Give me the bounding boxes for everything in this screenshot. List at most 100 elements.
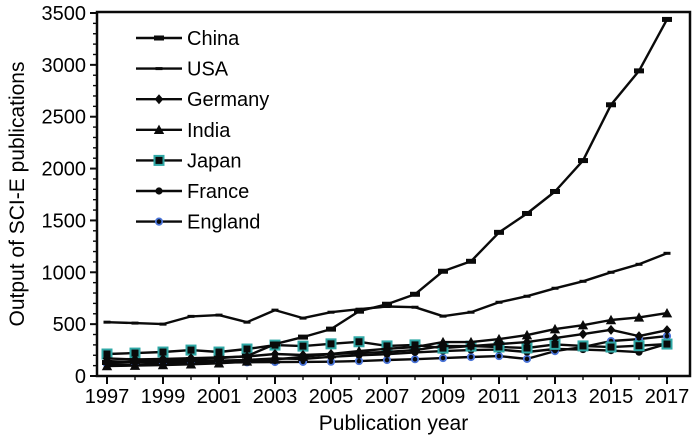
marker-india [493, 333, 505, 344]
legend-label-england: England [187, 212, 260, 234]
marker-england [410, 355, 420, 364]
marker-china [102, 360, 112, 366]
marker-china [214, 355, 224, 361]
marker-japan [325, 338, 337, 350]
legend-item-germany: Germany [136, 89, 269, 111]
marker-china [578, 158, 588, 164]
marker-china [438, 268, 448, 274]
y-tick-label: 0 [75, 366, 86, 388]
marker-germany [522, 337, 532, 348]
marker-germany [354, 347, 364, 358]
legend-label-china: China [187, 28, 240, 50]
marker-germany [662, 325, 672, 336]
marker-china [634, 68, 644, 74]
y-axis-label: Output of SCI-E publications [6, 62, 29, 327]
legend-item-india: India [136, 120, 231, 142]
marker-usa [131, 321, 139, 325]
marker-usa [271, 308, 279, 312]
marker-germany [438, 341, 448, 352]
y-tick-label: 1000 [42, 262, 87, 284]
marker-india [577, 319, 589, 330]
marker-china [410, 291, 420, 297]
marker-japan [661, 338, 673, 350]
y-tick-label: 1500 [42, 210, 87, 232]
legend-item-china: China [136, 28, 240, 50]
marker-england [522, 354, 532, 363]
marker-usa [299, 316, 307, 320]
y-tick-label: 3500 [42, 3, 87, 25]
marker-india [661, 307, 673, 318]
marker-china [382, 301, 392, 307]
marker-china [606, 102, 616, 108]
marker-india [129, 360, 141, 370]
marker-germany [270, 349, 280, 360]
legend-marker-germany [154, 94, 164, 105]
marker-china [354, 308, 364, 314]
legend-label-japan: Japan [187, 150, 242, 172]
legend-marker-china [154, 35, 164, 41]
marker-germany [410, 345, 420, 356]
marker-china [522, 210, 532, 216]
legend-marker-india [153, 124, 165, 134]
marker-usa [635, 262, 643, 266]
y-tick-label: 3000 [42, 55, 87, 77]
marker-china [298, 334, 308, 340]
marker-usa [467, 310, 475, 314]
marker-china [326, 326, 336, 332]
x-tick-label: 2007 [365, 386, 410, 408]
marker-usa [579, 279, 587, 283]
legend-item-japan: Japan [136, 150, 242, 172]
marker-india [157, 359, 169, 370]
y-axis: 0 500 1000 1500 2000 2500 3000 3500 [42, 3, 97, 388]
marker-china [158, 358, 168, 364]
marker-usa [159, 322, 167, 326]
marker-japan [353, 336, 365, 348]
marker-usa [243, 320, 251, 324]
legend-label-usa: USA [187, 59, 229, 81]
legend-label-india: India [187, 120, 231, 142]
marker-usa [215, 313, 223, 317]
marker-usa [439, 314, 447, 318]
legend: China USA Germany India Japan France England [136, 28, 269, 234]
marker-germany [494, 339, 504, 350]
marker-japan [577, 340, 589, 352]
marker-china [466, 258, 476, 264]
marker-china [186, 357, 196, 363]
legend-item-england: England [136, 212, 260, 234]
x-tick-label: 1999 [141, 386, 186, 408]
marker-china [270, 341, 280, 347]
marker-india [185, 359, 197, 369]
series-group [101, 16, 673, 371]
x-tick-label: 2011 [477, 386, 520, 408]
marker-china [242, 353, 252, 359]
marker-china [550, 188, 560, 194]
x-tick-label: 2001 [197, 386, 242, 408]
marker-japan [633, 340, 645, 352]
marker-usa [411, 305, 419, 309]
marker-usa [607, 270, 615, 274]
marker-germany [550, 333, 560, 344]
x-tick-label: 2005 [309, 386, 354, 408]
marker-germany [466, 341, 476, 352]
y-tick-label: 2000 [42, 159, 87, 181]
marker-germany [578, 329, 588, 340]
marker-usa [663, 251, 671, 255]
marker-japan [605, 341, 617, 353]
y-tick-label: 500 [53, 314, 86, 336]
x-tick-label: 1997 [85, 386, 130, 408]
series-china [102, 16, 672, 366]
legend-marker-france [155, 187, 163, 195]
marker-usa [103, 320, 111, 324]
plot-frame [95, 10, 692, 378]
marker-england [466, 352, 476, 362]
marker-china [130, 358, 140, 364]
legend-label-germany: Germany [187, 89, 269, 111]
x-tick-label: 2017 [645, 386, 690, 408]
marker-england [438, 353, 448, 363]
marker-india [549, 323, 561, 334]
marker-china [494, 229, 504, 235]
marker-india [101, 360, 113, 371]
